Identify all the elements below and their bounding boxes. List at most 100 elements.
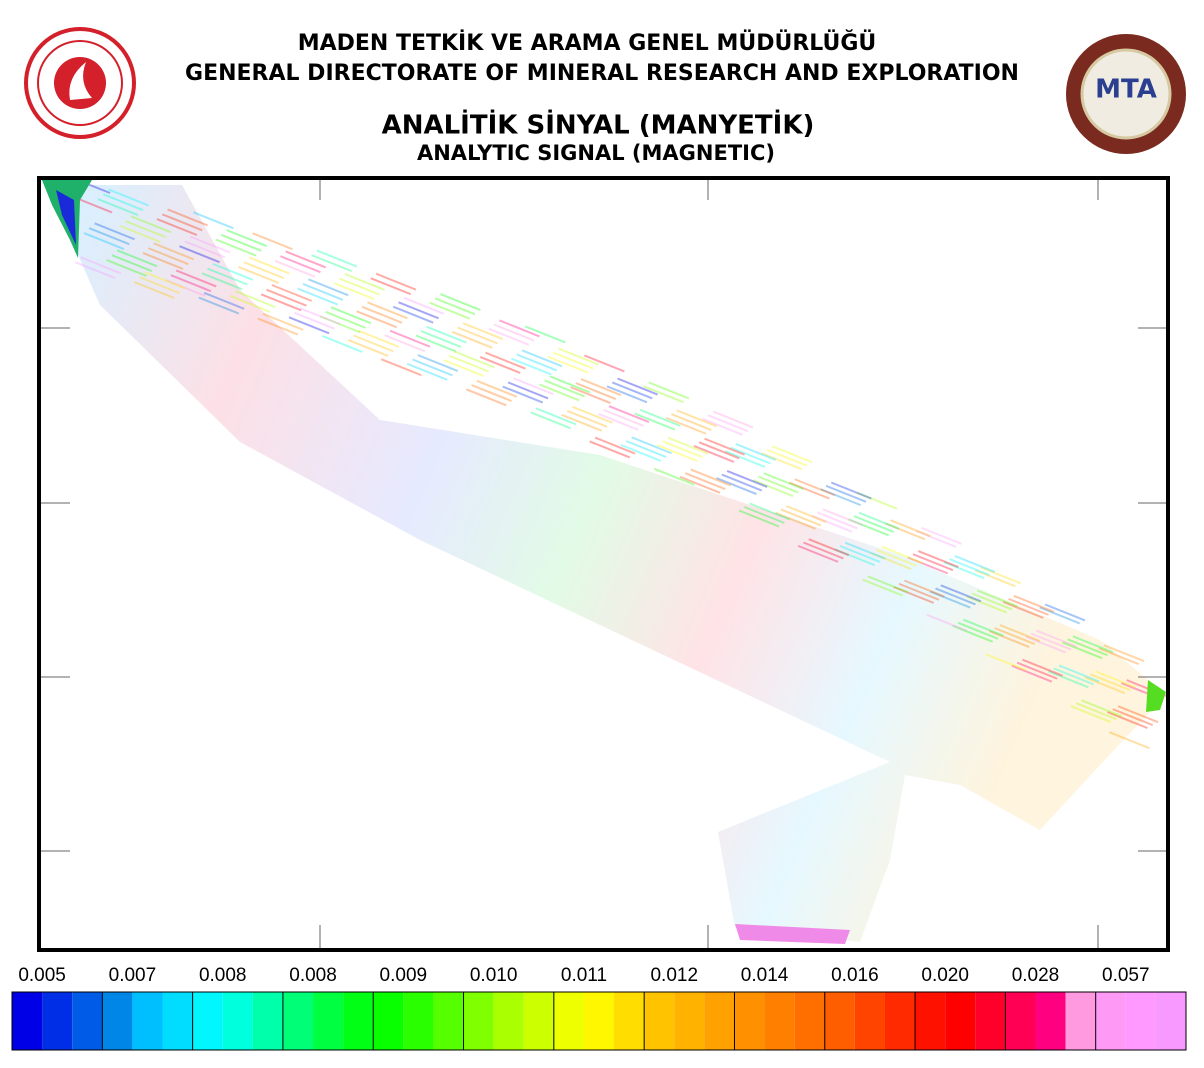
streak xyxy=(726,470,768,488)
streak xyxy=(479,355,521,374)
streak xyxy=(507,381,549,400)
streak xyxy=(862,578,903,597)
colorbar-label: 0.014 xyxy=(741,965,789,986)
streak xyxy=(606,385,648,404)
streak xyxy=(761,452,802,471)
streak xyxy=(392,305,434,324)
streak xyxy=(80,256,122,275)
streak xyxy=(643,385,684,404)
streak xyxy=(429,301,471,320)
colorbar-cell xyxy=(1095,992,1126,1050)
streak xyxy=(639,408,681,427)
streak xyxy=(347,338,389,357)
streak xyxy=(493,323,535,342)
survey-area xyxy=(78,185,1160,942)
streak xyxy=(144,271,186,290)
streak xyxy=(994,627,1035,645)
colorbar-cell xyxy=(192,992,223,1050)
streak xyxy=(825,484,867,503)
streak xyxy=(775,511,816,530)
colorbar-cell xyxy=(252,992,283,1050)
streak xyxy=(234,290,276,309)
streak xyxy=(808,538,850,557)
streak xyxy=(102,193,144,212)
streak xyxy=(288,316,330,335)
streak xyxy=(915,530,957,548)
streak xyxy=(420,330,462,348)
streak xyxy=(74,261,116,280)
streak xyxy=(142,252,184,270)
streak xyxy=(617,377,658,396)
streak xyxy=(730,446,771,465)
streak xyxy=(307,278,349,297)
streak xyxy=(608,405,650,424)
streak xyxy=(594,436,636,455)
streak xyxy=(844,541,886,560)
streak xyxy=(912,553,954,572)
streak xyxy=(929,590,971,609)
colorbar-cell xyxy=(343,992,374,1050)
anomaly xyxy=(1146,680,1166,712)
colorbar-cell xyxy=(1155,992,1186,1050)
colorbar-label: 0.012 xyxy=(650,965,698,986)
streak xyxy=(403,296,445,315)
streak xyxy=(625,440,667,458)
streak xyxy=(179,245,220,264)
streak xyxy=(361,305,403,324)
streak xyxy=(384,334,425,353)
streak xyxy=(426,325,467,344)
colorbar-cell xyxy=(884,992,916,1050)
streak xyxy=(316,249,358,268)
colorbar-cell xyxy=(945,992,976,1050)
streak xyxy=(890,519,931,538)
streak xyxy=(453,350,495,369)
streak xyxy=(634,412,676,431)
streak xyxy=(1070,705,1112,724)
streak xyxy=(853,515,895,534)
streak xyxy=(1095,670,1136,689)
streak xyxy=(297,287,339,306)
streak xyxy=(1103,644,1145,663)
streak xyxy=(1039,606,1081,625)
colorbar-cell xyxy=(704,992,735,1050)
streak xyxy=(921,526,962,545)
streak xyxy=(1098,647,1140,666)
streak xyxy=(881,545,923,564)
colorbar-cell xyxy=(1125,992,1156,1050)
streak xyxy=(339,277,380,296)
streak xyxy=(667,436,709,455)
colorbar-cell xyxy=(614,992,645,1050)
streak xyxy=(707,414,749,433)
colorbar-label: 0.008 xyxy=(289,965,337,986)
colorbar-label: 0.020 xyxy=(921,965,969,986)
streak xyxy=(108,188,149,207)
streak xyxy=(954,555,996,573)
streak xyxy=(189,235,231,254)
colorbar-cell xyxy=(132,992,163,1050)
streak xyxy=(389,329,431,348)
streak xyxy=(1030,632,1072,651)
streak xyxy=(763,472,805,491)
colorbar: 0.005 0.007 0.008 0.008 0.009 0.010 0.011 0.012… xyxy=(11,965,1187,1051)
streak xyxy=(499,319,540,338)
streak xyxy=(462,322,504,341)
colorbar-cell xyxy=(373,992,404,1050)
streak xyxy=(834,548,876,567)
streak xyxy=(867,575,909,594)
streak xyxy=(524,325,566,344)
streak xyxy=(262,312,304,331)
streak xyxy=(406,362,448,381)
streak xyxy=(375,272,417,291)
streak xyxy=(943,561,985,580)
streak xyxy=(370,277,412,296)
graticule xyxy=(41,180,1166,948)
streak xyxy=(243,261,285,280)
streak xyxy=(856,491,898,510)
colorbar-cell xyxy=(644,992,675,1050)
streak xyxy=(766,448,808,467)
streak xyxy=(106,259,147,277)
streak xyxy=(693,445,735,463)
streak xyxy=(876,548,917,567)
streak xyxy=(165,279,206,297)
